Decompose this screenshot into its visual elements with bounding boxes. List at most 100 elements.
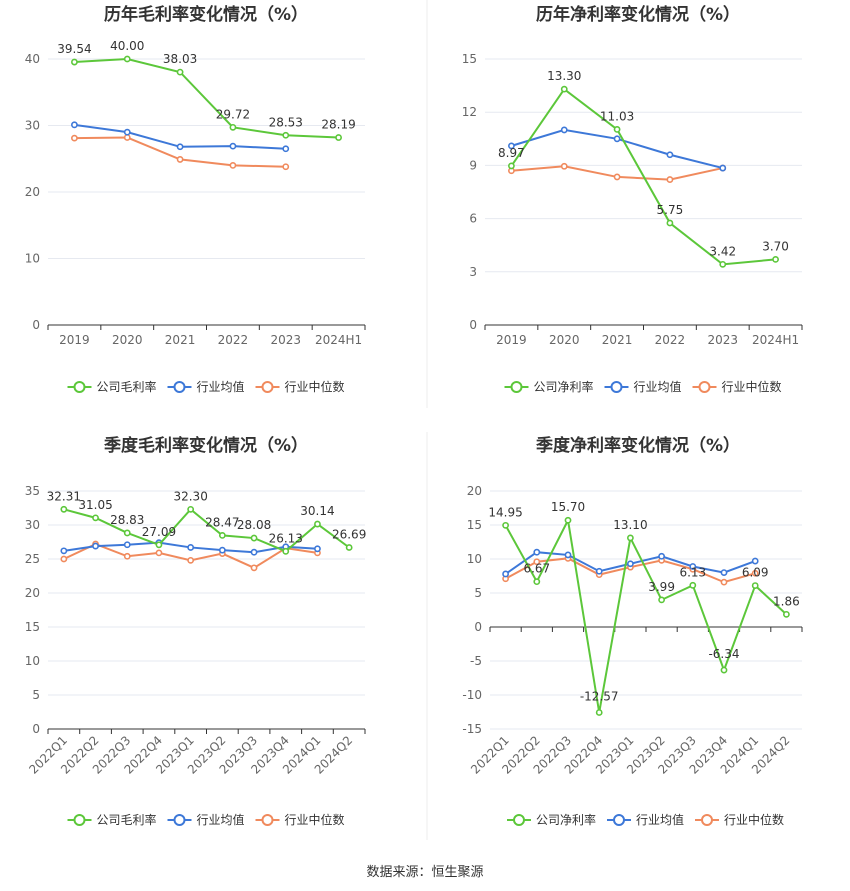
legend-swatch-marker <box>701 814 713 826</box>
legend-item: 行业均值 <box>604 379 682 394</box>
data-point <box>508 162 515 170</box>
legend: 公司净利率 行业均值 行业中位数 <box>507 812 784 827</box>
series-line <box>504 517 788 713</box>
data-label: 32.30 <box>173 489 207 503</box>
data-point <box>155 549 163 557</box>
y-tick-label: 6 <box>469 212 477 226</box>
legend-item: 行业中位数 <box>692 379 782 394</box>
y-tick-label: 10 <box>25 252 40 266</box>
data-label: 30.14 <box>300 504 334 518</box>
legend-swatch-marker <box>73 381 86 393</box>
data-label: 3.70 <box>762 239 789 253</box>
chart-panel-1: 历年毛利率变化情况（%） 0 10 20 30 40 2019 2020 2021 2022 202… <box>25 4 366 394</box>
data-label: 27.09 <box>142 525 176 539</box>
data-point <box>627 534 634 542</box>
legend-label: 公司毛利率 <box>97 379 157 394</box>
legend-item: 公司净利率 <box>504 379 594 394</box>
data-point <box>345 544 353 551</box>
y-tick-label: 40 <box>25 52 40 66</box>
legend: 公司毛利率 行业均值 行业中位数 <box>67 812 345 827</box>
legend-item: 行业均值 <box>607 812 684 827</box>
data-point <box>595 709 603 716</box>
data-point <box>783 610 790 618</box>
data-point <box>560 126 568 134</box>
data-point <box>719 260 727 268</box>
data-point <box>595 567 603 575</box>
data-point <box>502 570 509 578</box>
data-point <box>123 529 131 537</box>
y-tick-label: 15 <box>467 518 482 532</box>
data-point <box>564 516 572 524</box>
x-tick-label: 2023 <box>707 333 738 347</box>
data-label: 15.70 <box>551 500 585 514</box>
data-point <box>218 532 226 539</box>
legend-item: 公司毛利率 <box>67 379 157 394</box>
data-point <box>719 164 727 172</box>
data-point <box>176 68 184 76</box>
data-point <box>176 143 184 151</box>
data-point <box>250 534 258 542</box>
y-tick-label: 30 <box>25 518 40 532</box>
data-label: 13.10 <box>613 518 647 532</box>
data-label: 28.47 <box>205 515 239 529</box>
data-point <box>123 552 131 560</box>
y-tick-label: 9 <box>469 158 477 172</box>
legend-swatch-marker <box>173 381 186 393</box>
data-label: 32.31 <box>47 489 81 503</box>
y-tick-label: 35 <box>25 484 40 498</box>
data-point <box>564 551 572 559</box>
data-point <box>689 581 697 589</box>
y-tick-label: 0 <box>474 620 482 634</box>
x-tick-label: 2019 <box>496 333 527 347</box>
legend-swatch-marker <box>261 381 274 393</box>
data-point <box>92 514 99 522</box>
data-label: 1.86 <box>773 594 800 608</box>
data-point <box>533 578 541 586</box>
y-tick-label: 20 <box>467 484 482 498</box>
data-label: 28.19 <box>321 118 355 132</box>
chart-title: 季度毛利率变化情况（%） <box>104 435 308 456</box>
data-label: 26.69 <box>332 528 366 542</box>
data-point <box>613 126 621 133</box>
legend-label: 公司毛利率 <box>97 812 157 827</box>
legend-item: 行业均值 <box>167 379 245 394</box>
y-tick-label: 15 <box>462 52 477 66</box>
data-point <box>71 134 78 142</box>
data-point <box>720 578 728 586</box>
data-point <box>533 548 541 556</box>
series-line <box>74 57 339 139</box>
data-point <box>335 134 342 141</box>
y-tick-label: 12 <box>462 105 477 119</box>
y-tick-label: 30 <box>25 119 40 133</box>
legend-label: 公司净利率 <box>536 812 596 827</box>
data-point <box>613 173 621 181</box>
data-point <box>282 547 290 555</box>
data-point <box>666 176 674 183</box>
data-label: 8.97 <box>498 146 525 160</box>
data-label: 29.72 <box>216 107 250 121</box>
legend-item: 公司净利率 <box>507 812 596 827</box>
data-point <box>666 219 674 227</box>
data-label: 3.99 <box>648 580 675 594</box>
data-point <box>666 151 674 159</box>
data-label: 28.83 <box>110 513 144 527</box>
y-tick-label: -5 <box>470 654 482 668</box>
data-label: -6.34 <box>708 647 739 661</box>
data-point <box>533 558 541 566</box>
data-label: 38.03 <box>163 52 197 66</box>
data-point <box>613 135 621 143</box>
y-tick-label: 5 <box>32 688 40 702</box>
legend-label: 行业均值 <box>634 379 682 394</box>
data-point <box>123 128 131 136</box>
x-tick-label: 2021 <box>165 333 196 347</box>
data-point <box>282 131 290 139</box>
y-tick-label: -15 <box>462 722 482 736</box>
data-point <box>627 560 634 568</box>
data-label: 6.09 <box>742 566 769 580</box>
data-point <box>187 544 195 551</box>
x-tick-label: 2020 <box>549 333 580 347</box>
data-point <box>314 520 321 528</box>
data-point <box>772 255 779 263</box>
data-label: 13.30 <box>547 69 581 83</box>
legend-swatch-marker <box>173 814 186 826</box>
